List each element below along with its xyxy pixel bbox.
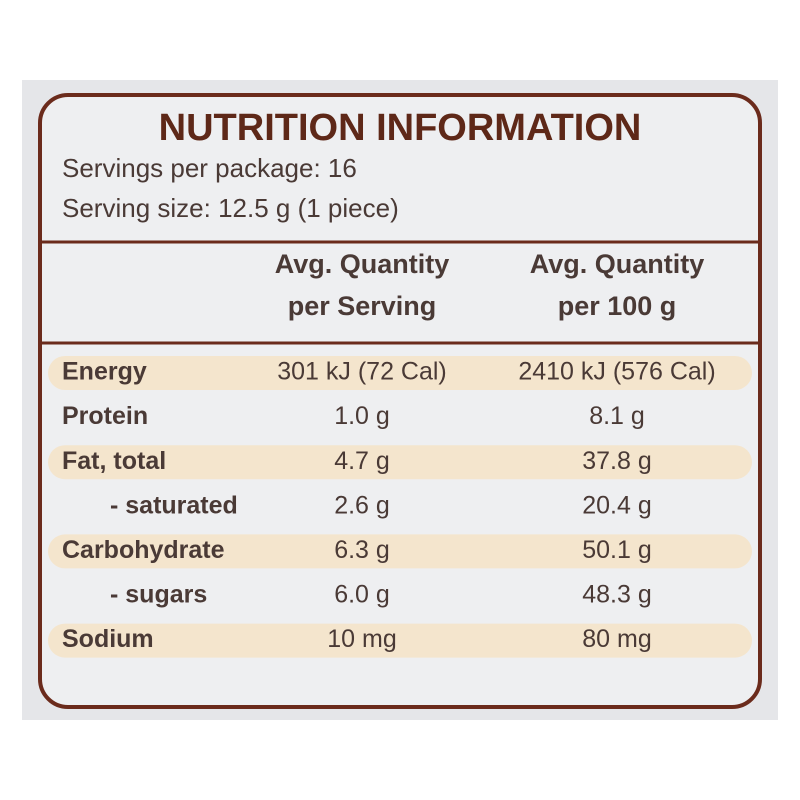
per-serving: 6.3 g: [334, 536, 390, 564]
per-100g: 80 mg: [582, 625, 651, 653]
row-shading: [48, 356, 752, 390]
per-100g: 20.4 g: [582, 491, 652, 519]
column-header: Avg. Quantity: [275, 249, 450, 279]
per-100g: 37.8 g: [582, 447, 652, 475]
nutrient-name: Carbohydrate: [62, 536, 225, 564]
per-serving: 10 mg: [327, 625, 396, 653]
nutrient-name: Fat, total: [62, 447, 166, 475]
per-serving: 6.0 g: [334, 581, 390, 609]
per-100g: 48.3 g: [582, 581, 652, 609]
column-header: per Serving: [288, 291, 437, 321]
per-serving: 2.6 g: [334, 491, 390, 519]
serving-size: Serving size: 12.5 g (1 piece): [62, 193, 399, 223]
nutrient-name: Energy: [62, 358, 147, 386]
table-border: [38, 93, 762, 709]
servings: Servings per package: 16: [62, 153, 357, 183]
per-serving: 1.0 g: [334, 402, 390, 430]
per-100g: 2410 kJ (576 Cal): [518, 358, 715, 386]
title: NUTRITION INFORMATION: [159, 107, 642, 149]
nutrient-name: - sugars: [110, 581, 207, 609]
nutrient-name: Sodium: [62, 625, 154, 653]
row-shading: [48, 623, 752, 658]
per-serving: 4.7 g: [334, 447, 390, 475]
per-100g: 50.1 g: [582, 536, 652, 564]
row-shading: [48, 445, 752, 480]
per-100g: 8.1 g: [589, 402, 645, 430]
column-header: per 100 g: [558, 291, 677, 321]
column-header: Avg. Quantity: [530, 249, 705, 279]
nutrient-name: Protein: [62, 402, 148, 430]
row-shading: [48, 534, 752, 569]
per-serving: 301 kJ (72 Cal): [277, 358, 447, 386]
nutrient-name: - saturated: [110, 491, 238, 519]
